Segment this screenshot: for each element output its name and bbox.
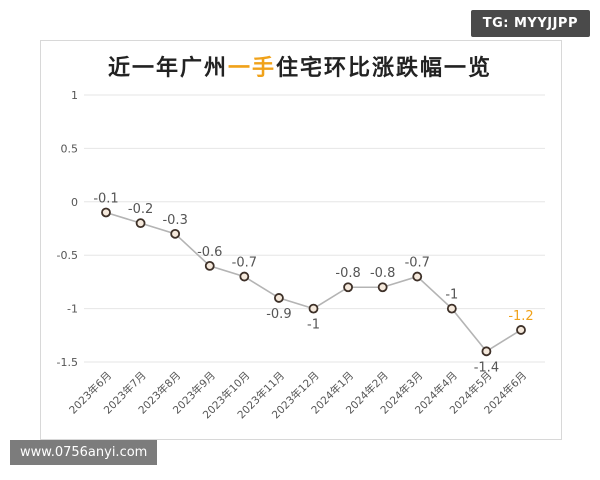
data-point bbox=[446, 303, 457, 314]
data-label: -0.9 bbox=[266, 307, 291, 322]
watermark-tag: TG: MYYJJPP bbox=[470, 10, 590, 37]
data-label: -0.3 bbox=[162, 213, 187, 228]
y-tick-label: 0.5 bbox=[61, 142, 79, 155]
title-part-1: 近一年广州 bbox=[107, 56, 228, 81]
data-point bbox=[135, 218, 146, 229]
data-label: -1.2 bbox=[508, 309, 533, 324]
data-label: -0.2 bbox=[128, 202, 153, 217]
data-label: -1.4 bbox=[474, 360, 499, 375]
data-label: -0.1 bbox=[93, 191, 118, 206]
site-url-tag[interactable]: www.0756anyi.com bbox=[10, 440, 158, 465]
data-point bbox=[516, 325, 526, 335]
title-part-2: 住宅环比涨跌幅一览 bbox=[276, 56, 493, 81]
chart-title: 近一年广州一手住宅环比涨跌幅一览 bbox=[0, 50, 600, 82]
data-point bbox=[412, 271, 423, 282]
data-point bbox=[377, 282, 388, 293]
x-axis-ticks: 2023年6月2023年7月2023年8月2023年9月2023年10月2023… bbox=[66, 369, 529, 421]
data-point bbox=[170, 228, 181, 239]
data-points bbox=[101, 207, 526, 357]
data-point bbox=[101, 207, 111, 218]
data-point bbox=[274, 293, 284, 303]
data-label: -1 bbox=[445, 288, 458, 303]
data-point bbox=[204, 260, 215, 271]
y-axis-ticks: 1 0.5 0 -0.5 -1 -1.5 bbox=[57, 89, 78, 369]
data-label: -0.6 bbox=[197, 245, 222, 260]
y-tick-label: -1 bbox=[67, 303, 78, 316]
y-tick-label: 1 bbox=[71, 89, 78, 102]
chart-card bbox=[40, 40, 562, 440]
data-label: -1 bbox=[307, 318, 320, 333]
title-highlight: 一手 bbox=[227, 56, 276, 81]
data-label: -0.8 bbox=[370, 266, 395, 281]
data-labels: -0.1 -0.2 -0.3 -0.6 -0.7 -0.9 -1 -0.8 -0.8 -0.7 -1… bbox=[93, 191, 533, 375]
y-tick-label: 0 bbox=[71, 196, 78, 209]
data-label: -0.7 bbox=[232, 256, 257, 271]
data-point bbox=[239, 271, 250, 282]
data-point bbox=[481, 346, 492, 357]
data-label: -0.7 bbox=[405, 256, 430, 271]
y-tick-label: -1.5 bbox=[57, 356, 78, 369]
gridlines bbox=[84, 94, 545, 363]
data-point bbox=[308, 303, 319, 314]
data-label: -0.8 bbox=[335, 266, 360, 281]
data-point bbox=[343, 282, 353, 293]
y-tick-label: -0.5 bbox=[57, 249, 78, 262]
